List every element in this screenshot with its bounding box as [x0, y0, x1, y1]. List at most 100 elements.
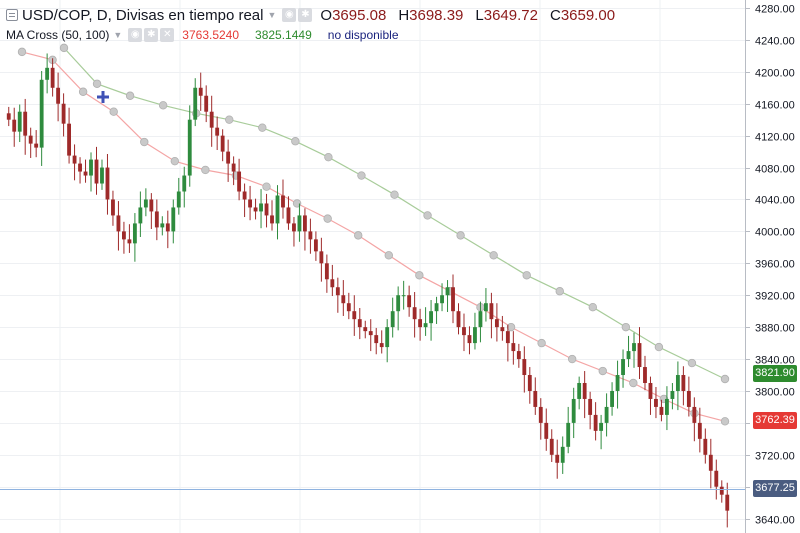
indicator-name[interactable]: MA Cross (50, 100) [6, 28, 110, 42]
candle-body [648, 382, 653, 399]
high-key: H [398, 6, 410, 24]
candle-body [379, 343, 384, 348]
candle-body [363, 327, 368, 332]
candle-body [604, 406, 609, 423]
candle-body [242, 191, 247, 200]
fast-ma-line-point [598, 366, 607, 376]
y-tick-label: 3800.00 [755, 387, 795, 399]
fast-ma-line-point [567, 354, 577, 364]
candle-body [544, 422, 549, 439]
candle-body [714, 470, 719, 487]
eye-icon[interactable]: ◉ [282, 8, 297, 22]
candle-body [626, 351, 631, 360]
high-value: 3698.39 [409, 6, 464, 24]
slow-ma-line-point [621, 322, 631, 332]
chart-legend: USD/COP, D, Divisas en tiempo real ▼ ◉ ✱… [0, 0, 745, 50]
fast-ma-line-point [262, 182, 271, 191]
candle-body [407, 295, 412, 308]
y-tick-label: 4160.00 [755, 100, 795, 112]
candle-body [708, 454, 713, 471]
fast-ma-line-point [109, 107, 118, 116]
candle-body [231, 163, 236, 172]
candle-body [494, 319, 499, 328]
candle-body [632, 343, 636, 352]
candle-body [94, 159, 99, 184]
candle-body [226, 151, 231, 164]
slow-ma-line-point [687, 358, 697, 368]
candle-body [571, 398, 576, 423]
y-tick-label: 3720.00 [755, 451, 795, 463]
slow-ma-value: 3825.1449 [255, 28, 312, 42]
candle-body [6, 113, 11, 120]
eye-icon[interactable]: ◉ [128, 28, 143, 42]
low-key: L [475, 6, 484, 24]
settings-icon[interactable]: ✱ [298, 8, 313, 22]
slow-ma-line-point [456, 231, 465, 240]
y-tick-label: 3840.00 [755, 355, 795, 367]
candle-body [396, 295, 401, 312]
candle-body [160, 223, 165, 228]
candle-body [78, 163, 82, 172]
candle-body [588, 398, 593, 415]
candle-body [17, 111, 22, 132]
indicator-row: MA Cross (50, 100) ▼ ◉ ✱ ✕ 3763.5240 382… [6, 27, 399, 43]
series-menu-icon[interactable] [6, 9, 18, 21]
candle-body [56, 87, 61, 104]
candle-body [500, 327, 505, 332]
chevron-down-icon[interactable]: ▼ [267, 10, 277, 20]
candle-body [566, 422, 571, 447]
close-icon[interactable]: ✕ [160, 28, 175, 42]
candle-body [686, 390, 691, 407]
candle-body [204, 95, 209, 112]
candle-body [122, 231, 126, 240]
candle-body [527, 375, 532, 391]
slow-ma-line-point [291, 137, 300, 146]
candle-body [319, 251, 324, 264]
slow-ma-line-point [588, 302, 597, 312]
candle-body [484, 303, 488, 312]
candle-body [654, 398, 658, 407]
candle-body [549, 438, 554, 455]
candle-body [143, 199, 148, 208]
settings-icon[interactable]: ✱ [144, 28, 159, 42]
candle-body [248, 199, 252, 208]
candle-body [675, 375, 680, 391]
candle-body [681, 375, 686, 391]
candle-body [270, 215, 274, 224]
y-tick-label: 4120.00 [755, 132, 795, 144]
slow-ma-line-point [357, 171, 366, 180]
candle-body [665, 398, 669, 415]
candle-body [582, 382, 587, 399]
candle-body [28, 135, 33, 144]
candle-body [67, 123, 71, 156]
candle-body [132, 223, 137, 244]
candle-body [697, 422, 702, 439]
candle-body [599, 422, 604, 431]
y-tick-label: 4040.00 [755, 195, 795, 207]
candle-body [719, 486, 724, 495]
slow-ma-line-point [225, 115, 234, 124]
candle-body [670, 390, 675, 399]
candle-body [473, 327, 477, 344]
fast-ma-line-point [506, 322, 516, 332]
fast-ma-line-point [201, 165, 210, 175]
fast-ma-price-label: 3762.39 [753, 412, 797, 430]
candle-body [105, 167, 110, 200]
symbol-title[interactable]: USD/COP, D, Divisas en tiempo real [22, 6, 264, 24]
y-tick-label: 3960.00 [755, 259, 795, 271]
candle-body [165, 223, 170, 232]
candle-body [324, 263, 329, 280]
fast-ma-line-point [720, 417, 730, 426]
close-value: 3659.00 [560, 6, 616, 24]
candle-body [182, 175, 187, 192]
chevron-down-icon[interactable]: ▼ [113, 30, 123, 40]
candle-body [692, 406, 697, 423]
low-value: 3649.72 [483, 6, 538, 24]
candle-body [467, 335, 472, 344]
candle-body [100, 167, 104, 184]
open-key: O [320, 6, 333, 24]
candle-body [193, 87, 198, 120]
last-price-label: 3677.25 [753, 480, 797, 498]
